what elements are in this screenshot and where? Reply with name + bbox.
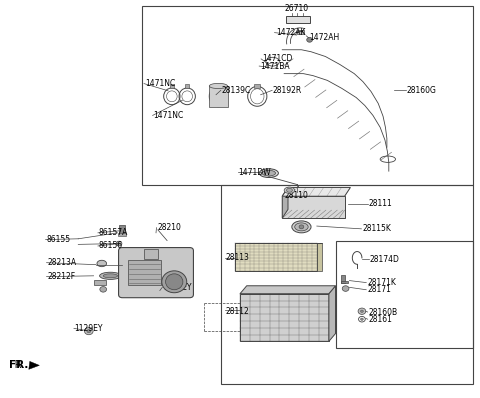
Text: 28111: 28111 <box>369 199 392 208</box>
Text: FR.: FR. <box>9 360 24 371</box>
Bar <box>128 260 161 285</box>
Text: 1129EY: 1129EY <box>163 283 192 292</box>
Text: 1471NC: 1471NC <box>154 111 184 120</box>
Bar <box>317 243 322 271</box>
Bar <box>118 233 126 236</box>
Circle shape <box>342 286 349 291</box>
Bar <box>185 84 189 88</box>
Text: 28113: 28113 <box>225 254 249 262</box>
Ellipse shape <box>103 274 118 278</box>
Ellipse shape <box>100 272 121 279</box>
Ellipse shape <box>97 260 107 267</box>
Bar <box>142 6 473 185</box>
Bar <box>254 84 260 88</box>
Text: 28192R: 28192R <box>273 86 302 95</box>
Polygon shape <box>329 286 336 341</box>
Ellipse shape <box>209 86 228 107</box>
Ellipse shape <box>162 271 187 293</box>
Text: 1471BA: 1471BA <box>260 62 290 70</box>
Text: 28115K: 28115K <box>362 224 391 233</box>
Text: 28212F: 28212F <box>47 272 75 281</box>
Bar <box>297 30 304 34</box>
Ellipse shape <box>299 225 304 229</box>
Ellipse shape <box>166 274 183 290</box>
Bar <box>235 243 317 271</box>
Bar <box>336 241 473 348</box>
Bar <box>240 294 329 341</box>
Bar <box>144 249 158 259</box>
Polygon shape <box>240 286 336 294</box>
Ellipse shape <box>292 221 311 233</box>
Ellipse shape <box>284 187 295 193</box>
Ellipse shape <box>209 83 228 88</box>
Text: 1471DW: 1471DW <box>239 168 271 177</box>
Text: 86155: 86155 <box>46 235 70 244</box>
Text: 28174D: 28174D <box>370 255 399 264</box>
Text: 28171K: 28171K <box>367 278 396 287</box>
Polygon shape <box>282 187 288 218</box>
Bar <box>119 225 125 234</box>
Text: 26710: 26710 <box>285 4 309 13</box>
Bar <box>341 281 348 283</box>
Ellipse shape <box>259 169 278 178</box>
Polygon shape <box>29 361 39 369</box>
Circle shape <box>100 287 107 292</box>
Text: 28171: 28171 <box>367 285 391 294</box>
Circle shape <box>360 310 363 312</box>
FancyBboxPatch shape <box>119 248 193 298</box>
Text: 86157A: 86157A <box>98 228 128 237</box>
Text: 28160B: 28160B <box>369 308 398 316</box>
Circle shape <box>87 330 91 333</box>
Text: 1472AH: 1472AH <box>310 33 340 42</box>
Ellipse shape <box>287 188 292 192</box>
Text: FR.: FR. <box>9 360 28 371</box>
Bar <box>282 196 345 218</box>
Text: 28110: 28110 <box>285 191 309 200</box>
Ellipse shape <box>295 223 308 231</box>
Circle shape <box>84 328 93 335</box>
Text: 28210: 28210 <box>157 223 181 232</box>
Text: 28139C: 28139C <box>222 86 251 95</box>
Bar <box>221 185 473 384</box>
Text: 28112: 28112 <box>225 307 249 316</box>
Text: 1129EY: 1129EY <box>74 324 103 333</box>
Circle shape <box>160 288 167 293</box>
Polygon shape <box>282 187 350 196</box>
Text: 86156: 86156 <box>98 242 122 250</box>
Bar <box>209 86 228 107</box>
Text: 28160G: 28160G <box>406 86 436 95</box>
Bar <box>341 275 345 283</box>
Ellipse shape <box>262 170 276 176</box>
Text: 28213A: 28213A <box>47 258 76 267</box>
Ellipse shape <box>212 89 225 103</box>
Circle shape <box>307 37 312 42</box>
Bar <box>94 280 106 285</box>
Text: 1471CD: 1471CD <box>262 55 292 63</box>
Bar <box>170 84 174 88</box>
Text: 28161: 28161 <box>369 315 393 324</box>
Text: 1471NC: 1471NC <box>145 79 175 88</box>
Circle shape <box>358 308 366 314</box>
Circle shape <box>360 318 363 320</box>
Circle shape <box>116 241 122 246</box>
Text: 1472AK: 1472AK <box>276 28 305 37</box>
Bar <box>286 16 310 23</box>
